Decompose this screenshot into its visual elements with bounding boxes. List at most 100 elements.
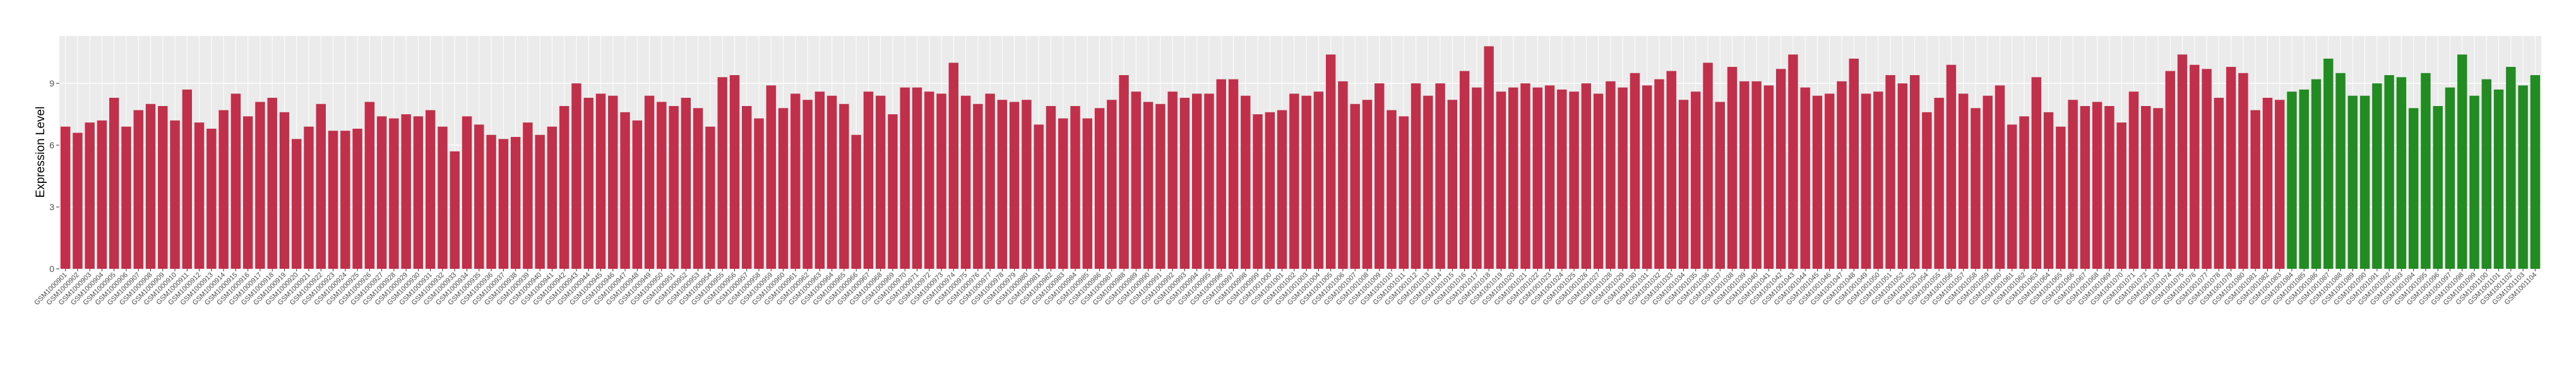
bar: [170, 120, 180, 269]
plot-background: [59, 36, 2541, 269]
bar: [1922, 112, 1932, 269]
bar: [230, 93, 241, 269]
bar: [1179, 97, 1190, 269]
bar: [1873, 92, 1883, 269]
bar: [376, 116, 387, 269]
bar: [826, 95, 837, 269]
bar: [97, 120, 107, 269]
bar: [1581, 83, 1592, 269]
bar: [1885, 75, 1895, 269]
bar: [328, 131, 338, 269]
bar: [1447, 100, 1458, 269]
bar: [997, 100, 1008, 269]
bar: [1253, 114, 1263, 269]
bar: [389, 118, 399, 269]
bar: [1374, 83, 1385, 269]
bar: [2359, 95, 2370, 269]
bar: [1313, 92, 1324, 269]
bar: [145, 103, 156, 269]
bar: [1410, 83, 1421, 269]
y-tick-label: 9: [49, 78, 54, 88]
bar: [486, 134, 496, 269]
y-tick-label: 6: [49, 140, 54, 150]
bar: [401, 114, 411, 269]
bar: [267, 97, 277, 269]
bar: [1678, 100, 1689, 269]
bar: [2457, 54, 2467, 269]
bar: [2274, 100, 2285, 269]
bar: [1362, 100, 1373, 269]
bar: [2128, 92, 2139, 269]
bar: [766, 85, 776, 269]
bar: [681, 97, 691, 269]
bar: [2469, 95, 2479, 269]
bar: [1009, 102, 1020, 269]
bar: [2481, 79, 2491, 269]
bar: [2092, 102, 2102, 269]
bar: [1228, 79, 1239, 269]
bar: [1301, 95, 1311, 269]
bar: [1216, 79, 1226, 269]
bar: [1995, 85, 2005, 269]
bar: [426, 110, 436, 269]
bar: [2238, 73, 2248, 269]
bar: [1618, 87, 1628, 269]
bar: [559, 106, 569, 269]
bar: [2226, 66, 2236, 269]
bar: [1532, 87, 1542, 269]
bar: [1691, 92, 1701, 269]
bar: [292, 139, 302, 269]
bar: [1897, 83, 1908, 269]
bar: [571, 83, 581, 269]
bar: [1983, 95, 1993, 269]
bar: [1971, 108, 1981, 269]
bar: [2493, 89, 2504, 269]
bar: [2530, 75, 2541, 269]
bar: [304, 126, 314, 269]
bar: [2323, 58, 2334, 269]
bar: [1812, 95, 1823, 269]
bar: [608, 95, 618, 269]
bar: [1435, 83, 1445, 269]
bar: [1423, 95, 1433, 269]
bar: [1642, 85, 1652, 269]
bar: [182, 89, 193, 269]
bar: [1472, 87, 1482, 269]
bar: [73, 133, 83, 269]
bar: [1739, 81, 1750, 269]
bar: [2408, 108, 2419, 269]
bar: [1909, 75, 1920, 269]
bar: [474, 124, 484, 269]
bar: [438, 126, 448, 269]
bar: [2068, 100, 2078, 269]
bar: [2116, 122, 2126, 269]
bar: [924, 92, 934, 269]
bar: [985, 93, 995, 269]
bar: [364, 102, 375, 269]
bar: [535, 134, 545, 269]
bar: [2372, 83, 2382, 269]
bar: [1046, 106, 1056, 269]
bar: [1958, 93, 1969, 269]
bar: [912, 87, 922, 269]
bar: [1107, 100, 1117, 269]
bar: [1325, 54, 1336, 269]
bar: [255, 102, 265, 269]
bar: [60, 126, 71, 269]
bar: [802, 100, 813, 269]
bar: [2433, 106, 2443, 269]
bar: [413, 116, 424, 269]
bar: [109, 97, 119, 269]
bar: [632, 120, 643, 269]
bar: [340, 131, 350, 269]
bar: [218, 110, 229, 269]
bar: [1825, 93, 1835, 269]
bar: [595, 93, 606, 269]
y-tick-label: 0: [49, 264, 54, 274]
bar: [875, 95, 886, 269]
bar: [1143, 102, 1154, 269]
bar: [1338, 81, 1348, 269]
bar: [2153, 108, 2163, 269]
bar: [863, 92, 874, 269]
